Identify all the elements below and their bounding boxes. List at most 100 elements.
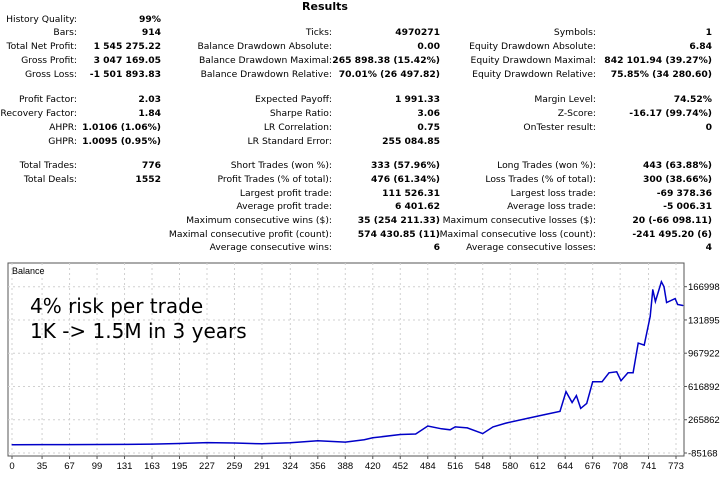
balance-line	[11, 279, 684, 446]
stat-label: Long Trades (won %):	[497, 160, 596, 171]
stat-label: Equity Drawdown Maximal:	[470, 55, 596, 66]
balance-point	[565, 391, 567, 393]
x-tick-label: 452	[392, 461, 408, 472]
x-tick-label: 741	[641, 461, 657, 472]
balance-point	[654, 300, 656, 303]
results-title: Results	[302, 0, 348, 13]
x-tick-label: 676	[585, 461, 601, 472]
balance-point	[575, 394, 577, 397]
stat-value: 0	[705, 122, 712, 133]
stat-value: 1.84	[138, 108, 161, 119]
stat-label: Recovery Factor:	[0, 108, 77, 119]
stat-label: Balance Drawdown Absolute:	[197, 41, 332, 52]
stat-label: Bars:	[53, 27, 77, 38]
balance-point	[652, 289, 654, 291]
stat-value: 99%	[139, 14, 161, 25]
balance-point	[660, 281, 662, 283]
balance-point	[151, 443, 153, 445]
x-tick-label: 259	[227, 461, 243, 472]
balance-point	[608, 372, 610, 374]
balance-point	[41, 444, 43, 446]
stat-label: Maximum consecutive wins ($):	[186, 215, 332, 226]
stat-value: 574 430.85 (11)	[357, 229, 440, 240]
stat-label: Margin Level:	[534, 94, 596, 105]
stat-label: Average consecutive losses:	[466, 242, 596, 253]
balance-point	[427, 425, 429, 427]
results-row: Total Deals: 1552 Profit Trades (% of tota…	[0, 173, 720, 187]
x-tick-label: 0	[9, 461, 14, 472]
stat-label: LR Correlation:	[263, 122, 332, 133]
balance-chart: 0 35 67 99 131 163 195 227 259 291 324 356 388 420 452…	[7, 262, 720, 472]
stat-label: LR Standard Error:	[247, 136, 332, 147]
stat-value: 842 101.94 (39.27%)	[604, 55, 712, 66]
balance-point	[674, 297, 676, 300]
stat-value: 35 (254 211.33)	[357, 215, 440, 226]
stat-label: Balance Drawdown Maximal:	[198, 55, 332, 66]
results-row: Total Net Profit: 1 545 275.22 Balance Dra…	[0, 40, 720, 54]
stat-value: -16.17 (99.74%)	[629, 108, 712, 119]
stat-label: AHPR:	[49, 122, 77, 133]
balance-point	[616, 371, 618, 373]
stat-value: -69 378.36	[656, 188, 712, 199]
balance-point	[233, 442, 236, 444]
stat-value: 6 401.62	[394, 201, 440, 212]
results-row: Gross Profit: 3 047 169.05 Balance Drawdow…	[0, 54, 720, 68]
plot-area	[7, 262, 685, 457]
y-tick-label: 967922	[688, 349, 720, 360]
results-row: Average consecutive wins: 6 Average consec…	[0, 241, 720, 255]
stat-value: 1.0095 (0.95%)	[82, 136, 161, 147]
y-tick-label: 265862	[688, 415, 720, 426]
results-row: Profit Factor: 2.03 Expected Payoff: 1 991.…	[0, 93, 720, 107]
stat-label: Total Trades:	[19, 160, 77, 171]
stat-label: Ticks:	[305, 27, 332, 38]
results-row: Largest profit trade: 111 526.31 Largest l…	[0, 187, 720, 201]
x-tick-label: 388	[337, 461, 353, 472]
x-tick-label: 420	[365, 461, 381, 472]
stat-value: 776	[141, 160, 161, 171]
stat-value: 111 526.31	[382, 188, 440, 199]
chart-title: Balance	[12, 266, 45, 276]
balance-point	[649, 315, 651, 317]
stat-value: 1 991.33	[394, 94, 440, 105]
stat-value: 300 (38.66%)	[642, 174, 712, 185]
stat-label: Profit Trades (% of total):	[217, 174, 332, 185]
stat-value: 443 (63.88%)	[642, 160, 712, 171]
stat-label: Total Net Profit:	[6, 41, 77, 52]
stat-label: Symbols:	[553, 27, 596, 38]
balance-point	[505, 422, 507, 424]
stat-label: Maximum consecutive losses ($):	[442, 215, 596, 226]
stat-value: -5 006.31	[663, 201, 712, 212]
results-row: AHPR: 1.0106 (1.06%) LR Correlation: 0.75 On…	[0, 121, 720, 135]
stat-label: Balance Drawdown Relative:	[200, 69, 332, 80]
stat-value: 4970271	[395, 27, 440, 38]
stat-value: 3 047 169.05	[93, 55, 161, 66]
stat-label: Profit Factor:	[19, 94, 77, 105]
x-tick-label: 580	[502, 461, 518, 472]
results-row: Total Trades: 776 Short Trades (won %): 333…	[0, 159, 720, 173]
balance-point	[571, 401, 573, 404]
stat-label: Short Trades (won %):	[230, 160, 332, 171]
stat-value: 1.0106 (1.06%)	[82, 122, 161, 133]
stat-value: 4	[705, 242, 712, 253]
stat-value: 70.01% (26 497.82)	[338, 69, 440, 80]
stat-label: GHPR:	[48, 136, 77, 147]
stat-value: 1 545 275.22	[93, 41, 161, 52]
balance-point	[586, 402, 588, 405]
x-tick-label: 67	[64, 461, 75, 472]
stat-value: 20 (-66 098.11)	[632, 215, 712, 226]
stat-value: 1552	[135, 174, 161, 185]
stat-label: Average consecutive wins:	[209, 242, 332, 253]
stat-label: Gross Loss:	[24, 69, 77, 80]
stat-value: 0.00	[417, 41, 440, 52]
balance-point	[592, 381, 594, 383]
results-row: Maximum consecutive wins ($): 35 (254 211…	[0, 214, 720, 228]
annotation-line-2: 1K -> 1.5M in 3 years	[30, 319, 247, 343]
results-row: Average profit trade: 6 401.62 Average los…	[0, 200, 720, 214]
balance-point	[68, 443, 71, 446]
x-tick-label: 99	[92, 461, 103, 472]
balance-point	[344, 441, 346, 443]
annotation-line-1: 4% risk per trade	[30, 294, 204, 318]
stat-label: Z-Score:	[557, 108, 596, 119]
stat-label: Total Deals:	[23, 174, 77, 185]
x-tick-label: 35	[37, 461, 48, 472]
